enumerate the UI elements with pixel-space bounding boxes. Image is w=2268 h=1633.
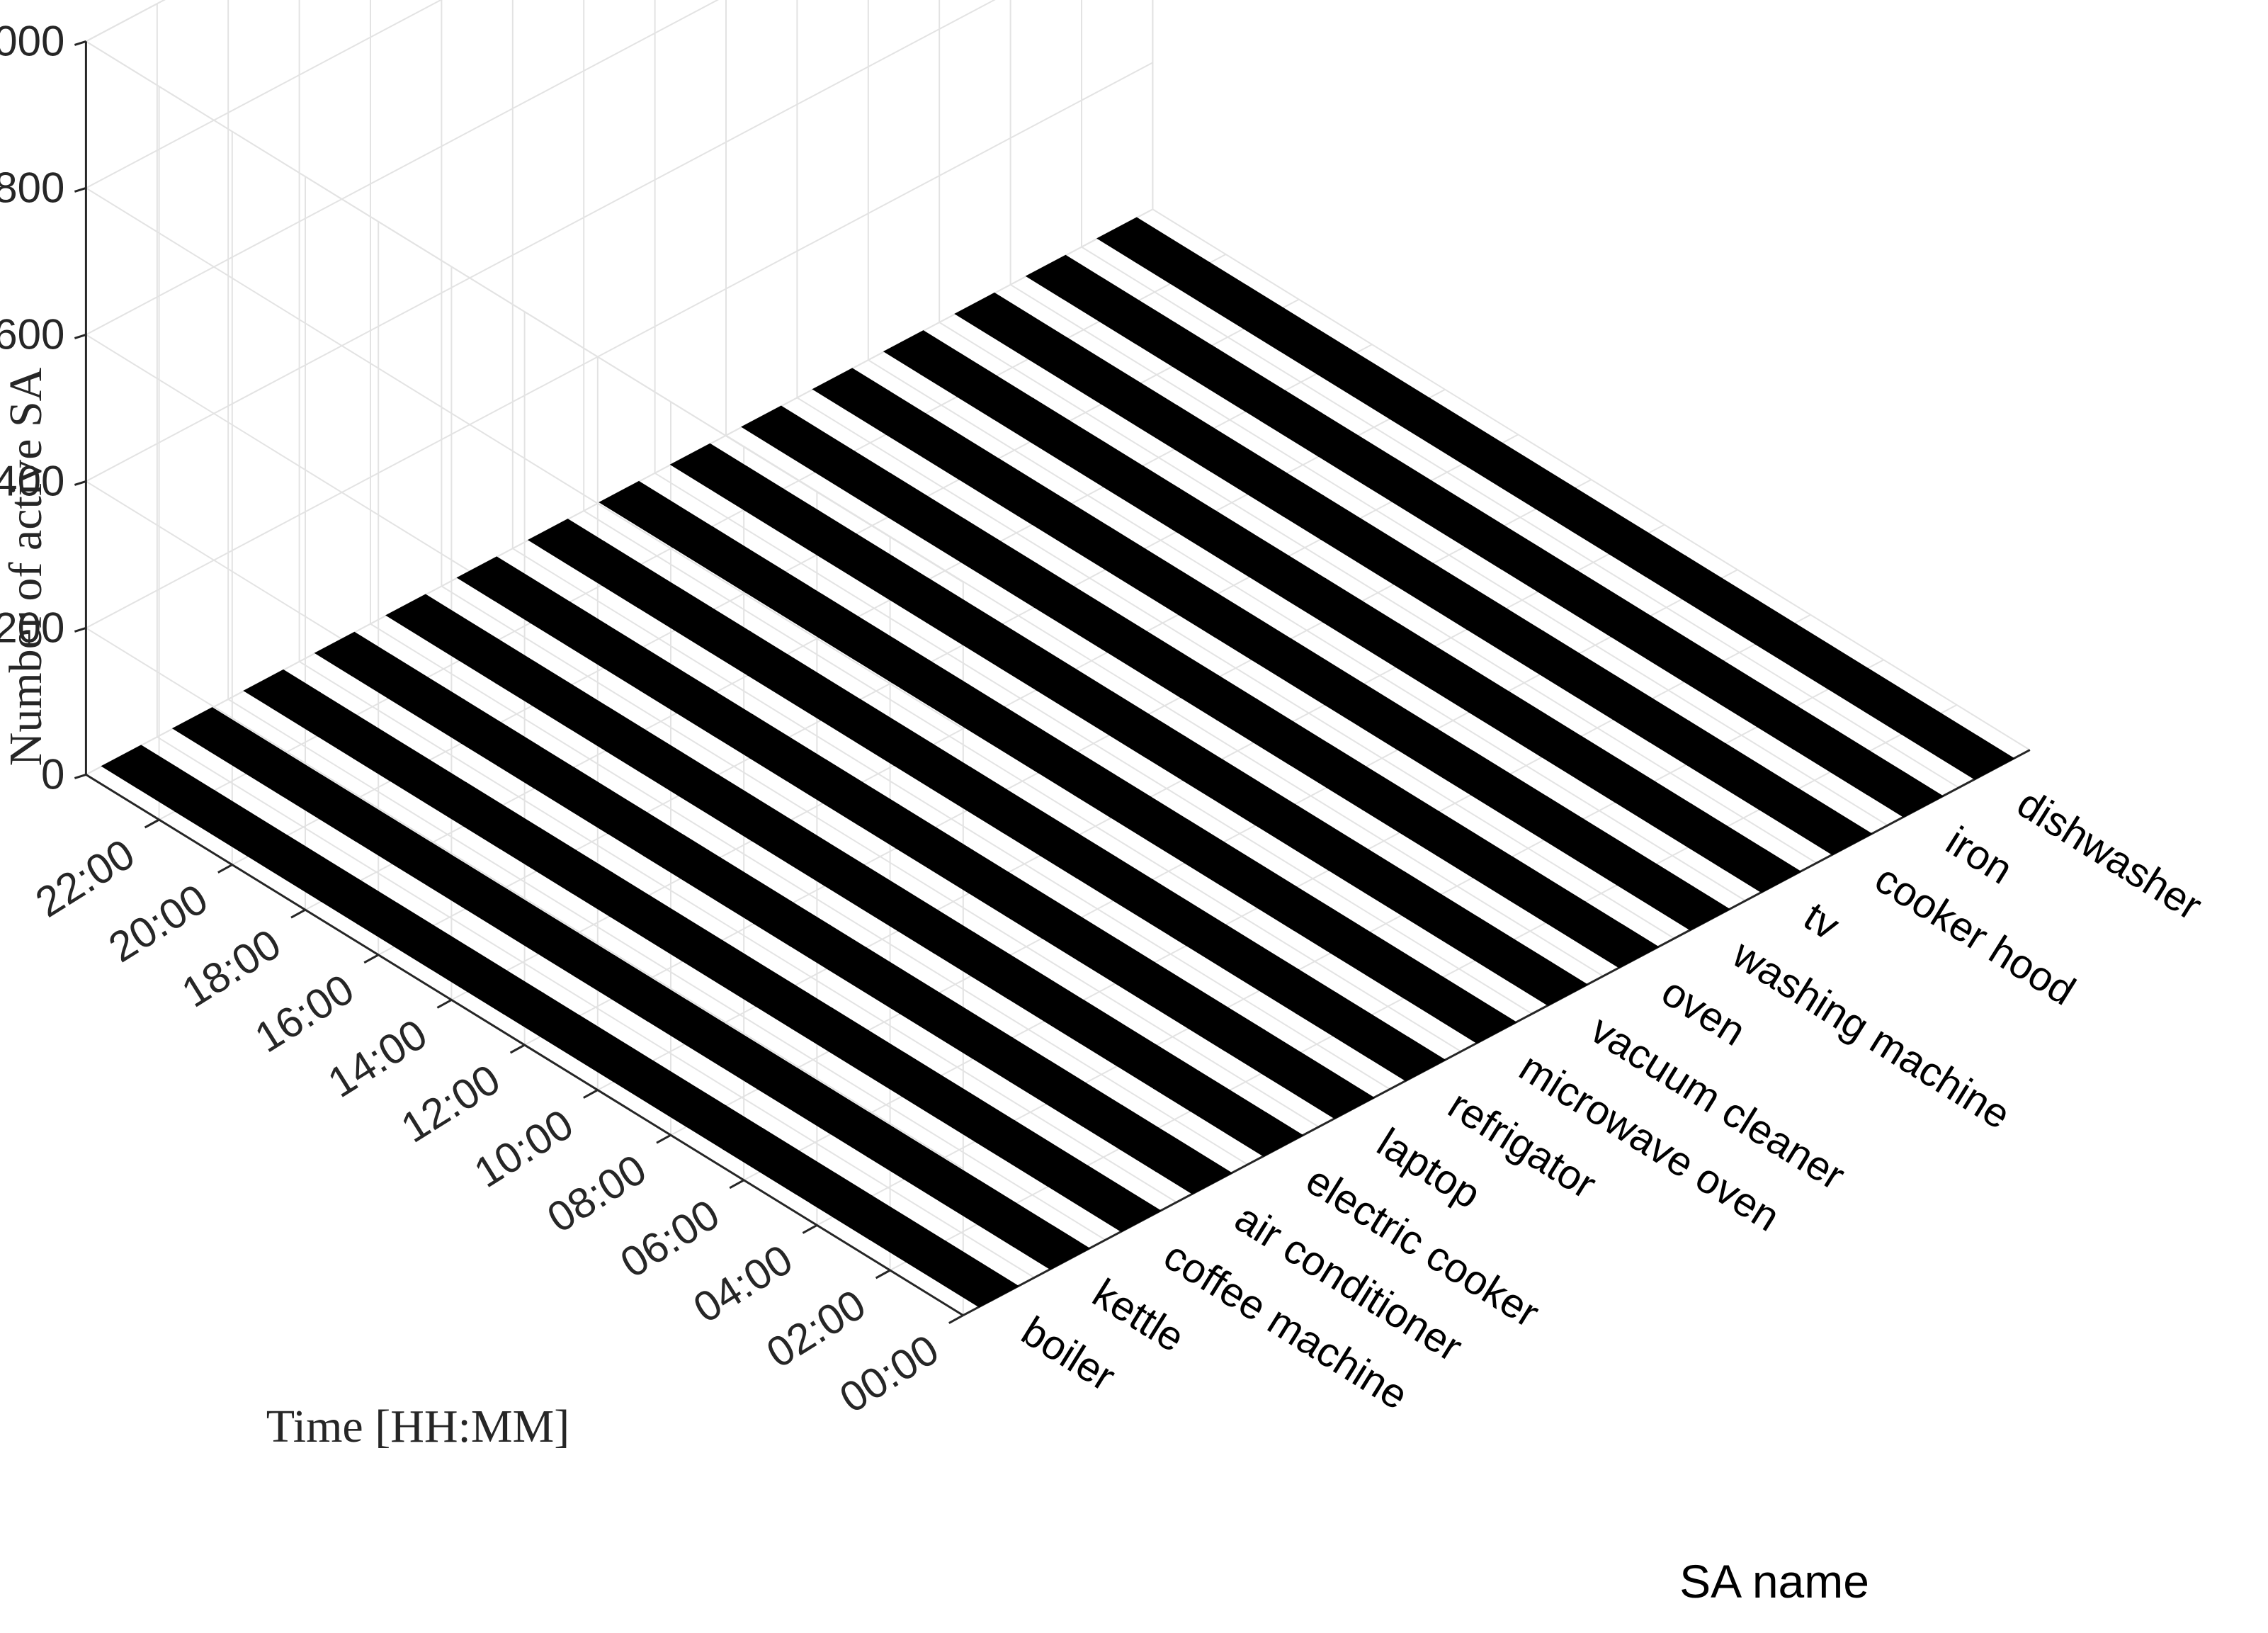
- ribbon-top: [1795, 810, 1873, 856]
- z-axis-title: Number of active SA: [0, 367, 52, 766]
- series-label: iron: [1938, 818, 2020, 893]
- time-tick-label: 20:00: [101, 875, 216, 971]
- time-tick-label: 02:00: [759, 1280, 874, 1377]
- z-tick-mark: [74, 480, 86, 486]
- ribbon-refrigator: [527, 519, 1446, 1082]
- ribbon-top: [1652, 886, 1731, 931]
- z-tick-mark: [74, 40, 86, 46]
- time-tick-mark: [509, 1044, 526, 1054]
- time-tick-label: 16:00: [246, 965, 362, 1061]
- ribbon-top: [1937, 735, 2015, 780]
- ribbon-kettle: [171, 707, 1091, 1270]
- z-tick-label: 800: [0, 164, 64, 211]
- gridline: [512, 548, 1390, 1090]
- ribbon-top: [1084, 1187, 1162, 1233]
- ribbon-top: [1155, 1150, 1233, 1194]
- time-tick-mark: [144, 818, 160, 829]
- gridline: [796, 397, 1675, 939]
- time-tick-label: 22:00: [28, 830, 143, 926]
- gridline: [299, 660, 1177, 1203]
- time-tick-mark: [802, 1224, 818, 1234]
- time-tick-mark: [583, 1089, 599, 1099]
- gridline: [1152, 208, 2031, 751]
- gridline: [1010, 283, 1888, 826]
- ribbon-top: [1012, 1225, 1091, 1270]
- ribbon-top: [1225, 1112, 1304, 1157]
- z-tick-mark: [74, 186, 86, 193]
- z-tick-label: 600: [0, 310, 64, 358]
- series-label: oven: [1654, 968, 1754, 1055]
- time-tick-label: 06:00: [612, 1190, 727, 1287]
- gridline: [868, 359, 1746, 902]
- time-tick-label: 14:00: [319, 1010, 435, 1107]
- z-tick-label: 200: [0, 604, 64, 651]
- series-label: tv: [1796, 893, 1848, 949]
- series-axis-title: SA name: [1679, 1555, 1869, 1607]
- ribbon-top: [1439, 999, 1517, 1044]
- time-tick-mark: [363, 954, 379, 964]
- ribbon-top: [1866, 773, 1944, 818]
- z-tick-mark: [74, 626, 86, 633]
- gridline: [583, 510, 1462, 1053]
- ribbon-oven: [741, 405, 1660, 968]
- ribbon-top: [1297, 1074, 1376, 1119]
- ribbon-vacuum-cleaner: [669, 443, 1589, 1006]
- ribbon-top: [1723, 848, 1802, 893]
- ribbon-dishwasher: [1096, 217, 2015, 780]
- ribbon-top: [1581, 923, 1660, 968]
- ribbon-electric-cooker: [385, 594, 1304, 1157]
- ribbon-top: [1368, 1036, 1446, 1082]
- z-tick-label: 1000: [0, 17, 64, 64]
- ribbon-microwave-oven: [599, 480, 1517, 1044]
- ribbon-top: [941, 1262, 1020, 1308]
- gridline: [157, 736, 1035, 1279]
- time-axis-title: Time [HH:MM]: [266, 1401, 569, 1452]
- gridline: [654, 472, 1533, 1015]
- gridline: [441, 585, 1320, 1128]
- gridline: [227, 699, 1106, 1241]
- time-tick-mark: [729, 1179, 744, 1190]
- time-tick-label: 00:00: [832, 1326, 947, 1422]
- gridline: [370, 623, 1248, 1165]
- time-tick-label: 08:00: [539, 1145, 654, 1241]
- time-tick-mark: [656, 1134, 671, 1144]
- time-tick-label: 18:00: [174, 920, 289, 1016]
- time-tick-mark: [948, 1314, 964, 1324]
- time-tick-label: 04:00: [685, 1236, 800, 1332]
- ribbon-cooker-hood: [954, 292, 1873, 856]
- z-tick-mark: [74, 773, 86, 779]
- ribbon-air-conditioner: [314, 631, 1233, 1194]
- series-label: dishwasher: [2009, 780, 2210, 929]
- ribbon-tv: [883, 330, 1802, 893]
- gridline: [84, 0, 1154, 583]
- ribbon-top: [1510, 961, 1589, 1006]
- ribbon-layer: [101, 217, 2015, 1308]
- time-tick-label: 10:00: [466, 1100, 582, 1197]
- time-tick-mark: [290, 908, 306, 919]
- z-tick-mark: [74, 333, 86, 339]
- gridline: [1081, 246, 1959, 789]
- ribbon-iron: [1025, 254, 1944, 818]
- ribbon-boiler: [101, 745, 1020, 1308]
- ribbon-coffee-machine: [243, 669, 1162, 1233]
- time-tick-label: 12:00: [393, 1055, 509, 1151]
- ribbon-laptop: [456, 556, 1376, 1119]
- time-tick-mark: [875, 1269, 891, 1279]
- z-tick-label: 400: [0, 457, 64, 504]
- gridline: [939, 322, 1818, 864]
- z-tick-label: 0: [41, 750, 64, 798]
- time-tick-mark: [436, 999, 453, 1009]
- time-tick-mark: [217, 864, 233, 874]
- ribbon-washing-machine: [812, 368, 1731, 931]
